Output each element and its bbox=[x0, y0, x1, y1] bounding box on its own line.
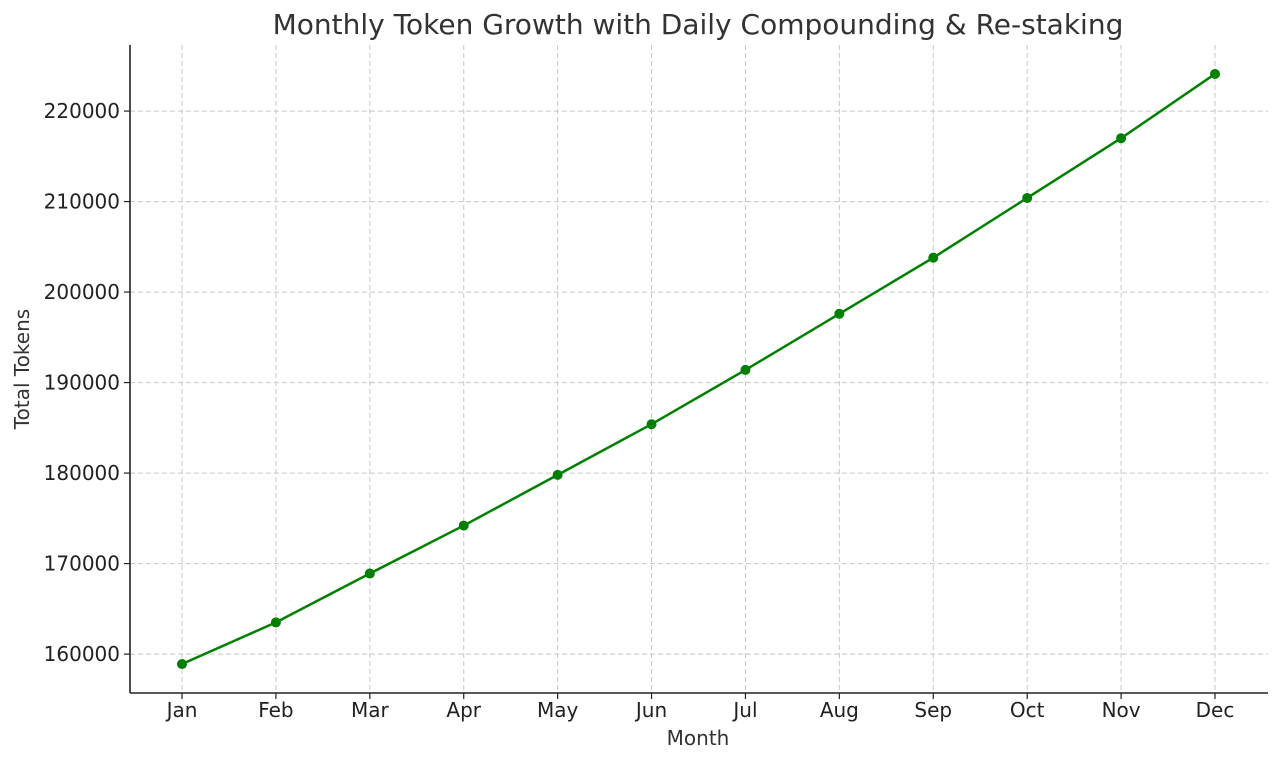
x-tick-label: Jul bbox=[731, 698, 757, 722]
y-tick-label: 210000 bbox=[44, 190, 120, 214]
data-point bbox=[1116, 133, 1127, 144]
x-tick-label: Apr bbox=[446, 698, 481, 722]
series-layer bbox=[177, 68, 1220, 670]
data-point bbox=[552, 469, 563, 480]
y-axis-label: Total Tokens bbox=[10, 309, 34, 430]
y-tick-label: 220000 bbox=[44, 99, 120, 123]
ticks-layer: Jan Feb Mar Apr May Jun Jul Aug Sep Oct Nov Dec 1600… bbox=[44, 99, 1235, 722]
data-point bbox=[1210, 68, 1220, 79]
y-tick-label: 200000 bbox=[44, 280, 120, 304]
x-tick-label: Oct bbox=[1010, 698, 1045, 722]
y-tick-label: 190000 bbox=[44, 371, 120, 395]
x-tick-label: Jan bbox=[165, 698, 198, 722]
data-point bbox=[928, 252, 939, 263]
x-axis-label: Month bbox=[667, 726, 730, 750]
data-point bbox=[177, 659, 187, 670]
y-tick-label: 170000 bbox=[44, 552, 120, 576]
axes-layer bbox=[129, 45, 1268, 694]
data-point bbox=[458, 520, 469, 531]
series-line bbox=[181, 72, 1216, 666]
x-tick-label: Sep bbox=[914, 698, 952, 722]
data-point bbox=[834, 308, 845, 319]
y-tick-label: 160000 bbox=[44, 642, 120, 666]
x-tick-label: May bbox=[537, 698, 579, 722]
y-tick-label: 180000 bbox=[44, 461, 120, 485]
x-tick-label: Aug bbox=[820, 698, 859, 722]
data-point bbox=[646, 419, 657, 430]
data-point bbox=[740, 364, 751, 375]
x-tick-label: Nov bbox=[1102, 698, 1141, 722]
chart-title: Monthly Token Growth with Daily Compound… bbox=[273, 8, 1124, 41]
x-tick-label: Dec bbox=[1196, 698, 1235, 722]
data-point bbox=[270, 617, 281, 628]
x-tick-label: Feb bbox=[258, 698, 293, 722]
x-tick-label: Mar bbox=[351, 698, 390, 722]
data-point bbox=[1022, 192, 1033, 203]
grid-layer bbox=[130, 45, 1268, 693]
x-tick-label: Jun bbox=[634, 698, 667, 722]
data-point bbox=[364, 568, 375, 579]
